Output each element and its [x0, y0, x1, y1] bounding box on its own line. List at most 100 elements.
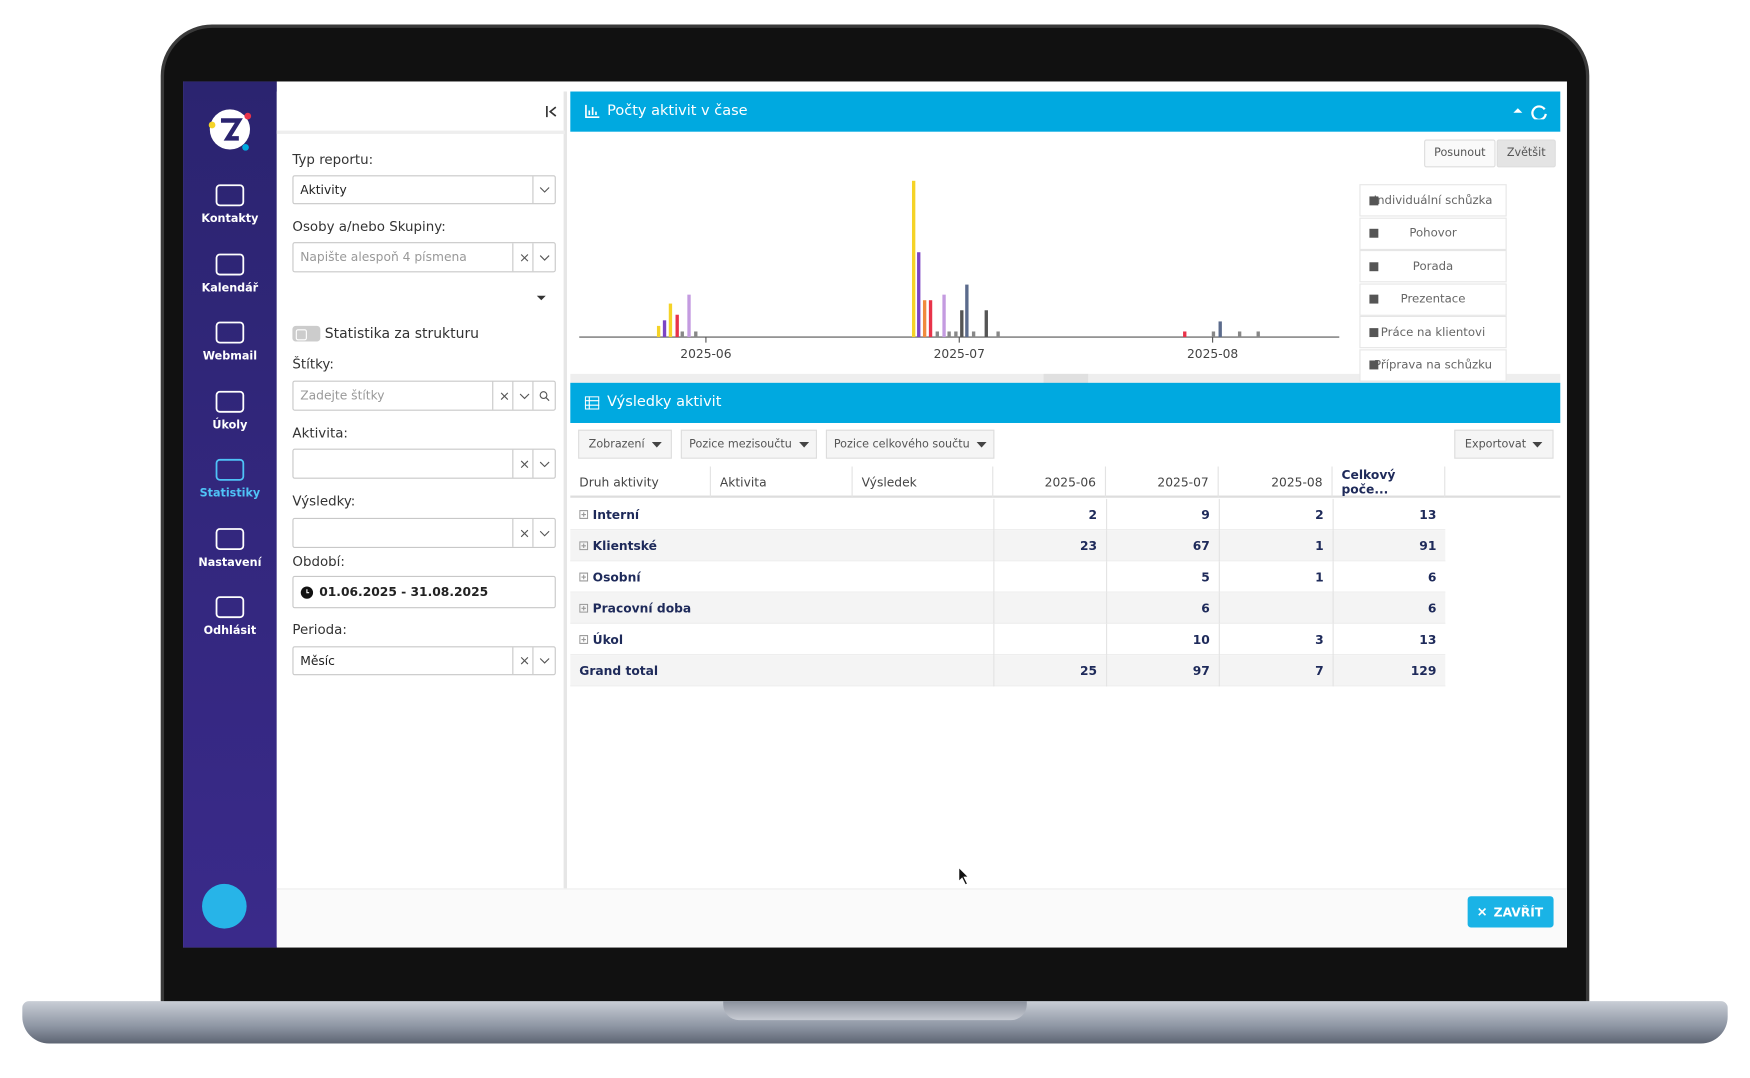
input[interactable]: Zadejte štítky	[292, 380, 556, 411]
legend-item[interactable]: Individuální schůzka	[1359, 184, 1507, 217]
column-header: Celkový poče...	[1333, 466, 1446, 498]
label: Štítky:	[292, 356, 334, 372]
column-header: 2025-06	[993, 466, 1107, 498]
column-header: Aktivita	[711, 466, 853, 498]
column-header: Druh aktivity	[570, 466, 711, 498]
table-cell	[993, 623, 1106, 656]
panel-controls[interactable]	[1511, 104, 1549, 120]
close-button[interactable]: ZAVŘÍT	[1467, 896, 1554, 928]
legend-item[interactable]: Příprava na schůzku	[1359, 348, 1507, 382]
nav-icon	[215, 184, 245, 207]
table-row	[570, 530, 1446, 562]
bar	[928, 300, 933, 338]
legend-marker	[1369, 294, 1379, 304]
nav-item[interactable]: Kalendář	[201, 281, 259, 295]
chart-icon	[585, 104, 600, 119]
table-cell: 2	[1218, 498, 1333, 531]
date-range[interactable]: 01.06.2025 - 31.08.2025	[292, 575, 556, 609]
label: Výsledky:	[292, 493, 356, 509]
expand-icon[interactable]	[579, 603, 589, 613]
row-label[interactable]: Klientské	[570, 530, 993, 561]
x-tick-label: 2025-08	[1187, 347, 1238, 361]
expand-icon[interactable]	[579, 510, 589, 519]
nav-item[interactable]: Odhlásit	[203, 624, 257, 638]
bar	[922, 300, 927, 338]
legend-label: Práce na klientovi	[1380, 325, 1486, 339]
panel-title: Počty aktivit v čase	[607, 102, 748, 120]
expand-icon[interactable]	[579, 541, 589, 551]
nav-item[interactable]: Webmail	[202, 350, 258, 363]
x-tick-label: 2025-07	[934, 347, 985, 361]
bar	[960, 310, 964, 338]
legend-marker	[1369, 360, 1379, 370]
date-value: 01.06.2025 - 31.08.2025	[319, 584, 489, 600]
expand-icon[interactable]	[579, 572, 589, 582]
row-label[interactable]: Pracovní doba	[570, 593, 993, 624]
toolbar-button[interactable]: Pozice mezisoučtu	[680, 429, 817, 459]
input[interactable]	[292, 517, 556, 548]
caret	[1532, 441, 1543, 447]
bar	[694, 331, 698, 338]
table-header	[570, 382, 1561, 423]
nav-item[interactable]: Nastavení	[198, 556, 262, 569]
bar	[1183, 331, 1187, 338]
legend-item[interactable]: Práce na klientovi	[1359, 315, 1507, 349]
bar	[675, 314, 679, 338]
select-value: Měsíc	[300, 653, 335, 668]
row-label[interactable]: Osobní	[570, 561, 993, 592]
toggle-label: Statistika za strukturu	[324, 324, 480, 342]
collapse-icon[interactable]	[545, 105, 558, 118]
cursor	[958, 866, 971, 886]
table-row	[570, 623, 1446, 656]
nav-icon	[215, 253, 245, 275]
select[interactable]: Měsíc	[292, 646, 556, 676]
table-cell: 1	[1218, 561, 1333, 593]
caret	[798, 441, 809, 447]
bar	[942, 294, 946, 338]
splitter-handle[interactable]	[1043, 373, 1089, 383]
nav-item[interactable]: Kontakty	[201, 213, 259, 226]
table-cell: 13	[1332, 498, 1446, 531]
table-cell: 6	[1332, 561, 1446, 593]
legend-label: Prezentace	[1400, 292, 1466, 306]
caret	[976, 441, 987, 447]
table-row	[570, 561, 1446, 593]
row-label[interactable]: Interní	[570, 499, 993, 530]
row-label[interactable]: Úkol	[570, 624, 993, 655]
nav-icon	[215, 390, 245, 413]
placeholder: Zadejte štítky	[300, 388, 385, 403]
chat-button[interactable]	[202, 883, 247, 929]
filter-panel	[276, 91, 567, 889]
table-header-row	[570, 467, 1561, 498]
toggle[interactable]	[292, 325, 321, 342]
toolbar-button[interactable]: Zobrazení	[578, 429, 672, 459]
pan-button[interactable]: Posunout	[1424, 139, 1496, 168]
legend-item[interactable]: Prezentace	[1359, 282, 1507, 316]
column-header: 2025-07	[1106, 466, 1219, 498]
input[interactable]: Napište alespoň 4 písmena	[292, 242, 556, 273]
table-cell: 23	[993, 530, 1106, 562]
legend-item[interactable]: Pohovor	[1359, 217, 1507, 250]
bar	[680, 331, 684, 338]
expand-icon[interactable]	[579, 635, 589, 644]
bar	[935, 331, 939, 338]
footer	[276, 888, 1567, 947]
row-label-text: Grand total	[579, 663, 659, 679]
laptop-notch	[723, 1001, 1027, 1021]
expand-icon[interactable]	[536, 295, 547, 302]
legend-item[interactable]: Porada	[1359, 249, 1507, 283]
zoom-button[interactable]: Zvětšit	[1496, 139, 1556, 168]
close-label: ZAVŘÍT	[1493, 904, 1544, 920]
nav-item[interactable]: Úkoly	[212, 419, 248, 432]
caret	[651, 441, 662, 447]
export-button[interactable]: Exportovat	[1454, 429, 1554, 459]
input[interactable]	[292, 448, 556, 479]
legend-label: Příprava na schůzku	[1374, 358, 1493, 372]
toolbar-button[interactable]: Pozice celkového součtu	[825, 429, 995, 459]
x-tick-label: 2025-06	[680, 347, 731, 361]
nav-item[interactable]: Statistiky	[199, 487, 261, 500]
row-label-text: Pracovní doba	[592, 601, 692, 616]
select[interactable]: Aktivity	[292, 175, 556, 205]
label: Období:	[292, 553, 345, 570]
